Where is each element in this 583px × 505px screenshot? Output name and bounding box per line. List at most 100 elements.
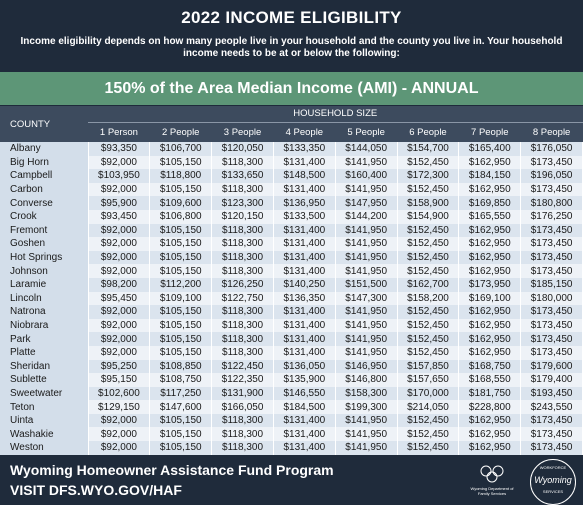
income-cell: $92,000 (88, 345, 151, 360)
income-cell: $118,300 (211, 182, 274, 197)
income-cell: $185,150 (520, 277, 583, 292)
income-cell: $118,300 (211, 155, 274, 170)
income-cell: $141,950 (335, 332, 398, 346)
income-cell: $162,950 (458, 182, 522, 197)
income-cell: $228,800 (458, 400, 522, 414)
income-cell: $173,450 (520, 413, 583, 428)
income-cell: $158,300 (335, 386, 398, 401)
income-cell: $133,650 (211, 169, 274, 183)
table-row: Platte $92,000 $105,150 $118,300 $131,400 $14… (0, 345, 583, 360)
income-cell: $108,850 (149, 359, 213, 374)
county-cell: Big Horn (0, 155, 89, 170)
dfs-logo: Wyoming Department of Family Services (470, 459, 514, 503)
income-cell: $118,300 (211, 237, 274, 251)
county-cell: Albany (0, 142, 89, 156)
income-cell: $141,950 (335, 237, 398, 251)
income-cell: $133,350 (273, 142, 336, 156)
income-cell: $196,050 (520, 169, 583, 183)
income-cell: $154,700 (397, 142, 460, 156)
income-cell: $173,450 (520, 223, 583, 238)
income-cell: $152,450 (397, 223, 460, 238)
header: 2022 INCOME ELIGIBILITY Income eligibili… (0, 0, 583, 72)
income-cell: $136,050 (273, 359, 336, 374)
income-cell: $122,350 (211, 373, 274, 387)
income-cell: $173,450 (520, 332, 583, 346)
column-header: 7 People (458, 122, 521, 142)
income-cell: $131,900 (211, 386, 274, 401)
income-cell: $180,800 (520, 196, 583, 210)
income-cell: $95,150 (88, 373, 151, 387)
income-cell: $173,450 (520, 237, 583, 251)
income-cell: $106,800 (149, 209, 213, 224)
county-cell: Sublette (0, 373, 89, 387)
income-cell: $173,450 (520, 250, 583, 265)
county-cell: Crook (0, 209, 89, 224)
income-cell: $98,200 (88, 277, 151, 292)
income-cell: $152,450 (397, 264, 460, 278)
workforce-mid: Wyoming (534, 475, 572, 485)
income-cell: $173,450 (520, 345, 583, 360)
income-cell: $105,150 (149, 237, 213, 251)
income-cell: $131,400 (273, 264, 336, 278)
income-cell: $152,450 (397, 345, 460, 360)
income-cell: $105,150 (149, 345, 213, 360)
county-cell: Sheridan (0, 359, 89, 374)
income-cell: $131,400 (273, 237, 336, 251)
income-cell: $118,300 (211, 332, 274, 346)
income-cell: $162,950 (458, 264, 522, 278)
income-cell: $141,950 (335, 182, 398, 197)
column-header: 8 People (520, 122, 583, 142)
county-cell: Washakie (0, 427, 89, 442)
income-cell: $117,250 (149, 386, 213, 401)
income-cell: $122,750 (211, 291, 274, 306)
table-row: Teton $129,150 $147,600 $166,050 $184,500 $19… (0, 400, 583, 414)
income-cell: $123,300 (211, 196, 274, 210)
income-cell: $169,850 (458, 196, 522, 210)
income-cell: $158,200 (397, 291, 460, 306)
income-cell: $180,000 (520, 291, 583, 306)
income-cell: $141,950 (335, 155, 398, 170)
income-cell: $103,950 (88, 169, 151, 183)
income-cell: $118,300 (211, 250, 274, 265)
income-cell: $118,300 (211, 345, 274, 360)
table-row: Hot Springs $92,000 $105,150 $118,300 $131,4… (0, 250, 583, 265)
banner: 150% of the Area Median Income (AMI) - A… (0, 72, 583, 105)
income-cell: $147,600 (149, 400, 213, 414)
income-cell: $162,950 (458, 345, 522, 360)
income-cell: $146,950 (335, 359, 398, 374)
income-cell: $92,000 (88, 318, 151, 333)
income-cell: $152,450 (397, 250, 460, 265)
table-row: Carbon $92,000 $105,150 $118,300 $131,400 $14… (0, 182, 583, 197)
county-header: COUNTY (0, 106, 88, 142)
county-cell: Carbon (0, 182, 89, 197)
income-cell: $199,300 (335, 400, 398, 414)
table-row: Weston $92,000 $105,150 $118,300 $131,400 $14… (0, 441, 583, 455)
county-cell: Teton (0, 400, 89, 414)
county-cell: Weston (0, 441, 89, 455)
income-cell: $131,400 (273, 223, 336, 238)
income-cell: $173,950 (458, 277, 522, 292)
income-cell: $166,050 (211, 400, 274, 414)
income-cell: $93,450 (88, 209, 151, 224)
workforce-top: WORKFORCE (539, 465, 567, 470)
income-cell: $92,000 (88, 223, 151, 238)
income-cell: $105,150 (149, 250, 213, 265)
title: 2022 INCOME ELIGIBILITY (181, 8, 402, 27)
income-cell: $136,350 (273, 291, 336, 306)
income-cell: $152,450 (397, 318, 460, 333)
income-cell: $152,450 (397, 427, 460, 442)
county-cell: Sweetwater (0, 386, 89, 401)
income-cell: $162,950 (458, 155, 522, 170)
income-cell: $92,000 (88, 413, 151, 428)
income-cell: $179,600 (520, 359, 583, 374)
income-cell: $146,550 (273, 386, 336, 401)
income-cell: $118,300 (211, 305, 274, 319)
income-cell: $108,750 (149, 373, 213, 387)
income-cell: $105,150 (149, 332, 213, 346)
income-cell: $176,050 (520, 142, 583, 156)
income-cell: $157,650 (397, 373, 460, 387)
income-cell: $120,150 (211, 209, 274, 224)
column-header: 1 Person (88, 122, 150, 142)
income-cell: $152,450 (397, 441, 460, 455)
income-cell: $141,950 (335, 345, 398, 360)
